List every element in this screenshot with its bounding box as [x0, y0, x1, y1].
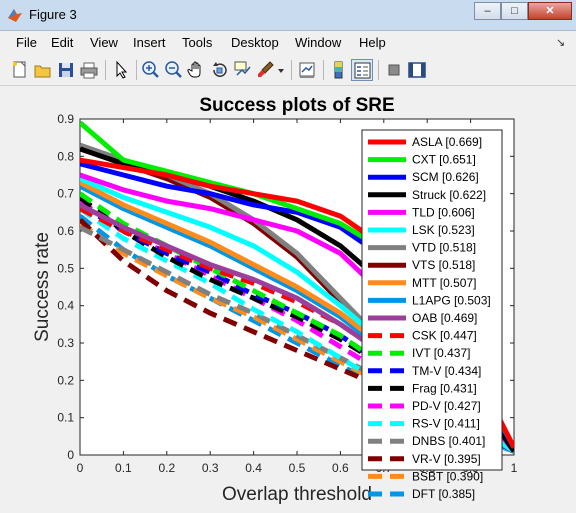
x-tick-label: 0 — [77, 461, 84, 475]
x-tick-label: 0.4 — [245, 461, 262, 475]
y-tick-label: 0.5 — [57, 261, 74, 275]
minimize-button[interactable]: – — [474, 2, 501, 20]
y-tick-label: 0.2 — [57, 373, 74, 387]
rotate-3d-icon[interactable] — [209, 59, 231, 81]
window-title: Figure 3 — [29, 7, 77, 22]
y-axis-label: Success rate — [32, 232, 53, 342]
maximize-button[interactable]: □ — [501, 2, 528, 20]
y-tick-label: 0.1 — [57, 411, 74, 425]
zoom-out-icon[interactable] — [163, 59, 185, 81]
pan-hand-icon[interactable] — [186, 59, 208, 81]
legend-entry-label: ASLA [0.669] — [412, 135, 482, 149]
menu-desktop[interactable]: Desktop — [231, 35, 279, 50]
x-tick-label: 0.6 — [332, 461, 349, 475]
y-tick-label: 0.9 — [57, 112, 74, 126]
brush-icon[interactable] — [255, 59, 277, 81]
legend-entry-label: DFT [0.385] — [412, 487, 475, 501]
menu-tools[interactable]: Tools — [182, 35, 213, 50]
y-tick-label: 0.4 — [57, 299, 74, 313]
x-axis-label: Overlap threshold — [222, 484, 372, 505]
y-axis-ticks: 0 0.1 0.2 0.3 0.4 0.5 0.6 0.7 0.8 0.9 — [57, 112, 514, 462]
brush-dropdown-icon[interactable] — [276, 59, 286, 81]
toolbar-separator — [136, 60, 137, 80]
x-tick-label: 1 — [511, 461, 518, 475]
x-tick-label: 0.5 — [289, 461, 306, 475]
menu-bar: File Edit View Insert Tools Desktop Wind… — [0, 31, 576, 55]
legend-entry-label: TLD [0.606] — [412, 205, 475, 219]
legend-icon[interactable] — [351, 59, 373, 81]
x-tick-label: 0.2 — [158, 461, 175, 475]
menu-file[interactable]: File — [16, 35, 37, 50]
x-tick-label: 0.1 — [115, 461, 132, 475]
y-tick-label: 0.6 — [57, 224, 74, 238]
menu-view[interactable]: View — [90, 35, 118, 50]
y-tick-label: 0.7 — [57, 187, 74, 201]
legend-entry-label: Frag [0.431] — [412, 381, 477, 395]
window-titlebar: Figure 3 – □ ✕ — [0, 0, 576, 31]
legend-box[interactable]: ASLA [0.669] CXT [0.651] SCM [0.626] Struck… — [361, 129, 503, 501]
toolbar-separator — [378, 60, 379, 80]
link-plot-icon[interactable] — [296, 59, 318, 81]
legend-entry-label: CXT [0.651] — [412, 153, 476, 167]
y-tick-label: 0 — [67, 448, 74, 462]
legend-entry-label: MTT [0.507] — [412, 276, 476, 290]
edit-plot-arrow-icon[interactable] — [110, 59, 132, 81]
close-button[interactable]: ✕ — [528, 2, 572, 20]
matlab-logo-icon — [8, 9, 22, 22]
legend-entry-label: BSBT [0.390] — [412, 469, 483, 483]
toolbar-separator — [323, 60, 324, 80]
dock-arrow-icon[interactable]: ↘ — [556, 37, 566, 49]
legend-entry-label: VR-V [0.395] — [412, 452, 481, 466]
menu-edit[interactable]: Edit — [51, 35, 74, 50]
toolbar-separator — [105, 60, 106, 80]
zoom-in-icon[interactable] — [140, 59, 162, 81]
legend-entry-label: L1APG [0.503] — [412, 293, 491, 307]
chart-title: Success plots of SRE — [199, 95, 394, 116]
toolbar-separator — [291, 60, 292, 80]
colorbar-icon[interactable] — [328, 59, 350, 81]
y-tick-label: 0.3 — [57, 336, 74, 350]
legend-entry-label: VTS [0.518] — [412, 258, 475, 272]
legend-entry-label: SCM [0.626] — [412, 170, 479, 184]
menu-window[interactable]: Window — [295, 35, 342, 50]
new-figure-icon[interactable] — [9, 59, 31, 81]
series-line — [80, 217, 514, 454]
legend-entry-label: LSK [0.523] — [412, 223, 475, 237]
print-icon[interactable] — [78, 59, 100, 81]
figure-toolbar — [0, 55, 576, 86]
series-line — [80, 221, 514, 454]
legend-entry-label: Struck [0.622] — [412, 188, 486, 202]
open-file-icon[interactable] — [32, 59, 54, 81]
legend-entry-label: VTD [0.518] — [412, 241, 476, 255]
legend-entry-label: IVT [0.437] — [412, 346, 470, 360]
hide-plot-tools-icon[interactable] — [383, 59, 405, 81]
legend-entry-label: TM-V [0.434] — [412, 364, 481, 378]
legend-entry-label: PD-V [0.427] — [412, 399, 481, 413]
legend-entry-label: RS-V [0.411] — [412, 417, 480, 431]
legend-entry-label: DNBS [0.401] — [412, 434, 485, 448]
series-line — [80, 214, 514, 454]
menu-help[interactable]: Help — [359, 35, 386, 50]
legend-entry-label: OAB [0.469] — [412, 311, 477, 325]
x-tick-label: 0.3 — [202, 461, 219, 475]
y-tick-label: 0.8 — [57, 149, 74, 163]
save-icon[interactable] — [55, 59, 77, 81]
legend-entry-label: CSK [0.447] — [412, 329, 477, 343]
show-plot-tools-icon[interactable] — [406, 59, 428, 81]
menu-insert[interactable]: Insert — [133, 35, 166, 50]
data-cursor-icon[interactable] — [232, 59, 254, 81]
success-plot-chart: Success plots of SRE Success rate 0 0.1 0.… — [32, 95, 518, 505]
